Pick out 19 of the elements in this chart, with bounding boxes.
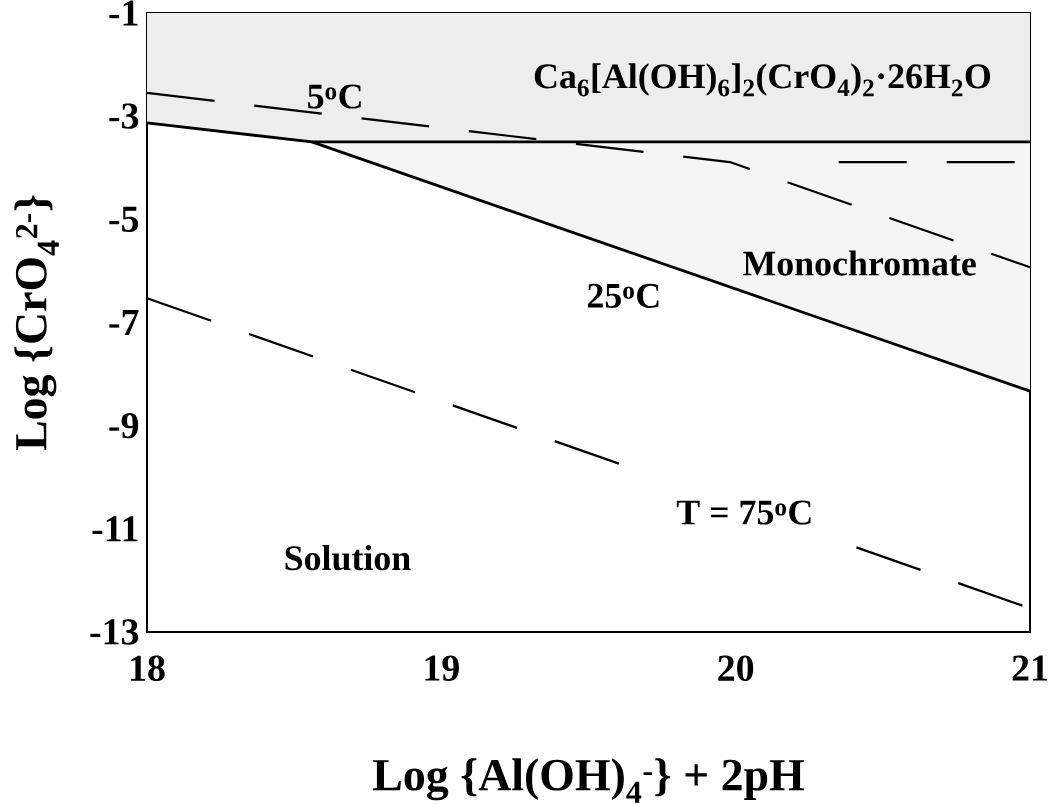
y-tick-label: -11 <box>92 516 138 542</box>
y-tick-label: -3 <box>109 103 139 129</box>
y-tick-label: -13 <box>90 619 139 645</box>
annotation: T = 75$^{o}$C <box>676 500 811 525</box>
y-axis-title: Log {CrO$_{4}$$^{2-}$} <box>14 195 59 451</box>
y-tick-label: -7 <box>109 310 139 335</box>
y-tick-label: -1 <box>109 0 138 26</box>
y-tick-label: -5 <box>109 206 139 232</box>
x-tick-label: 20 <box>718 655 754 682</box>
annotation: Solution <box>285 545 411 571</box>
annotation: 5$^{o}$C <box>308 84 361 109</box>
x-axis-title: Log {Al(OH)$_{4}$$^{-}$} + 2pH <box>373 758 804 803</box>
x-tick-label: 19 <box>425 655 459 681</box>
x-tick-label: 18 <box>131 655 165 682</box>
y-tick-label: -9 <box>109 412 139 439</box>
annotation: Monochromate <box>743 250 976 276</box>
annotation: 25$^{o}$C <box>587 283 659 308</box>
text: Ca$_{6}$[Al(OH)$_{6}$]$_{2}$(CrO$_{4}$)$_{2}$·26H$_{2}$O <box>534 63 991 97</box>
x-tick-label: 21 <box>1012 655 1047 681</box>
